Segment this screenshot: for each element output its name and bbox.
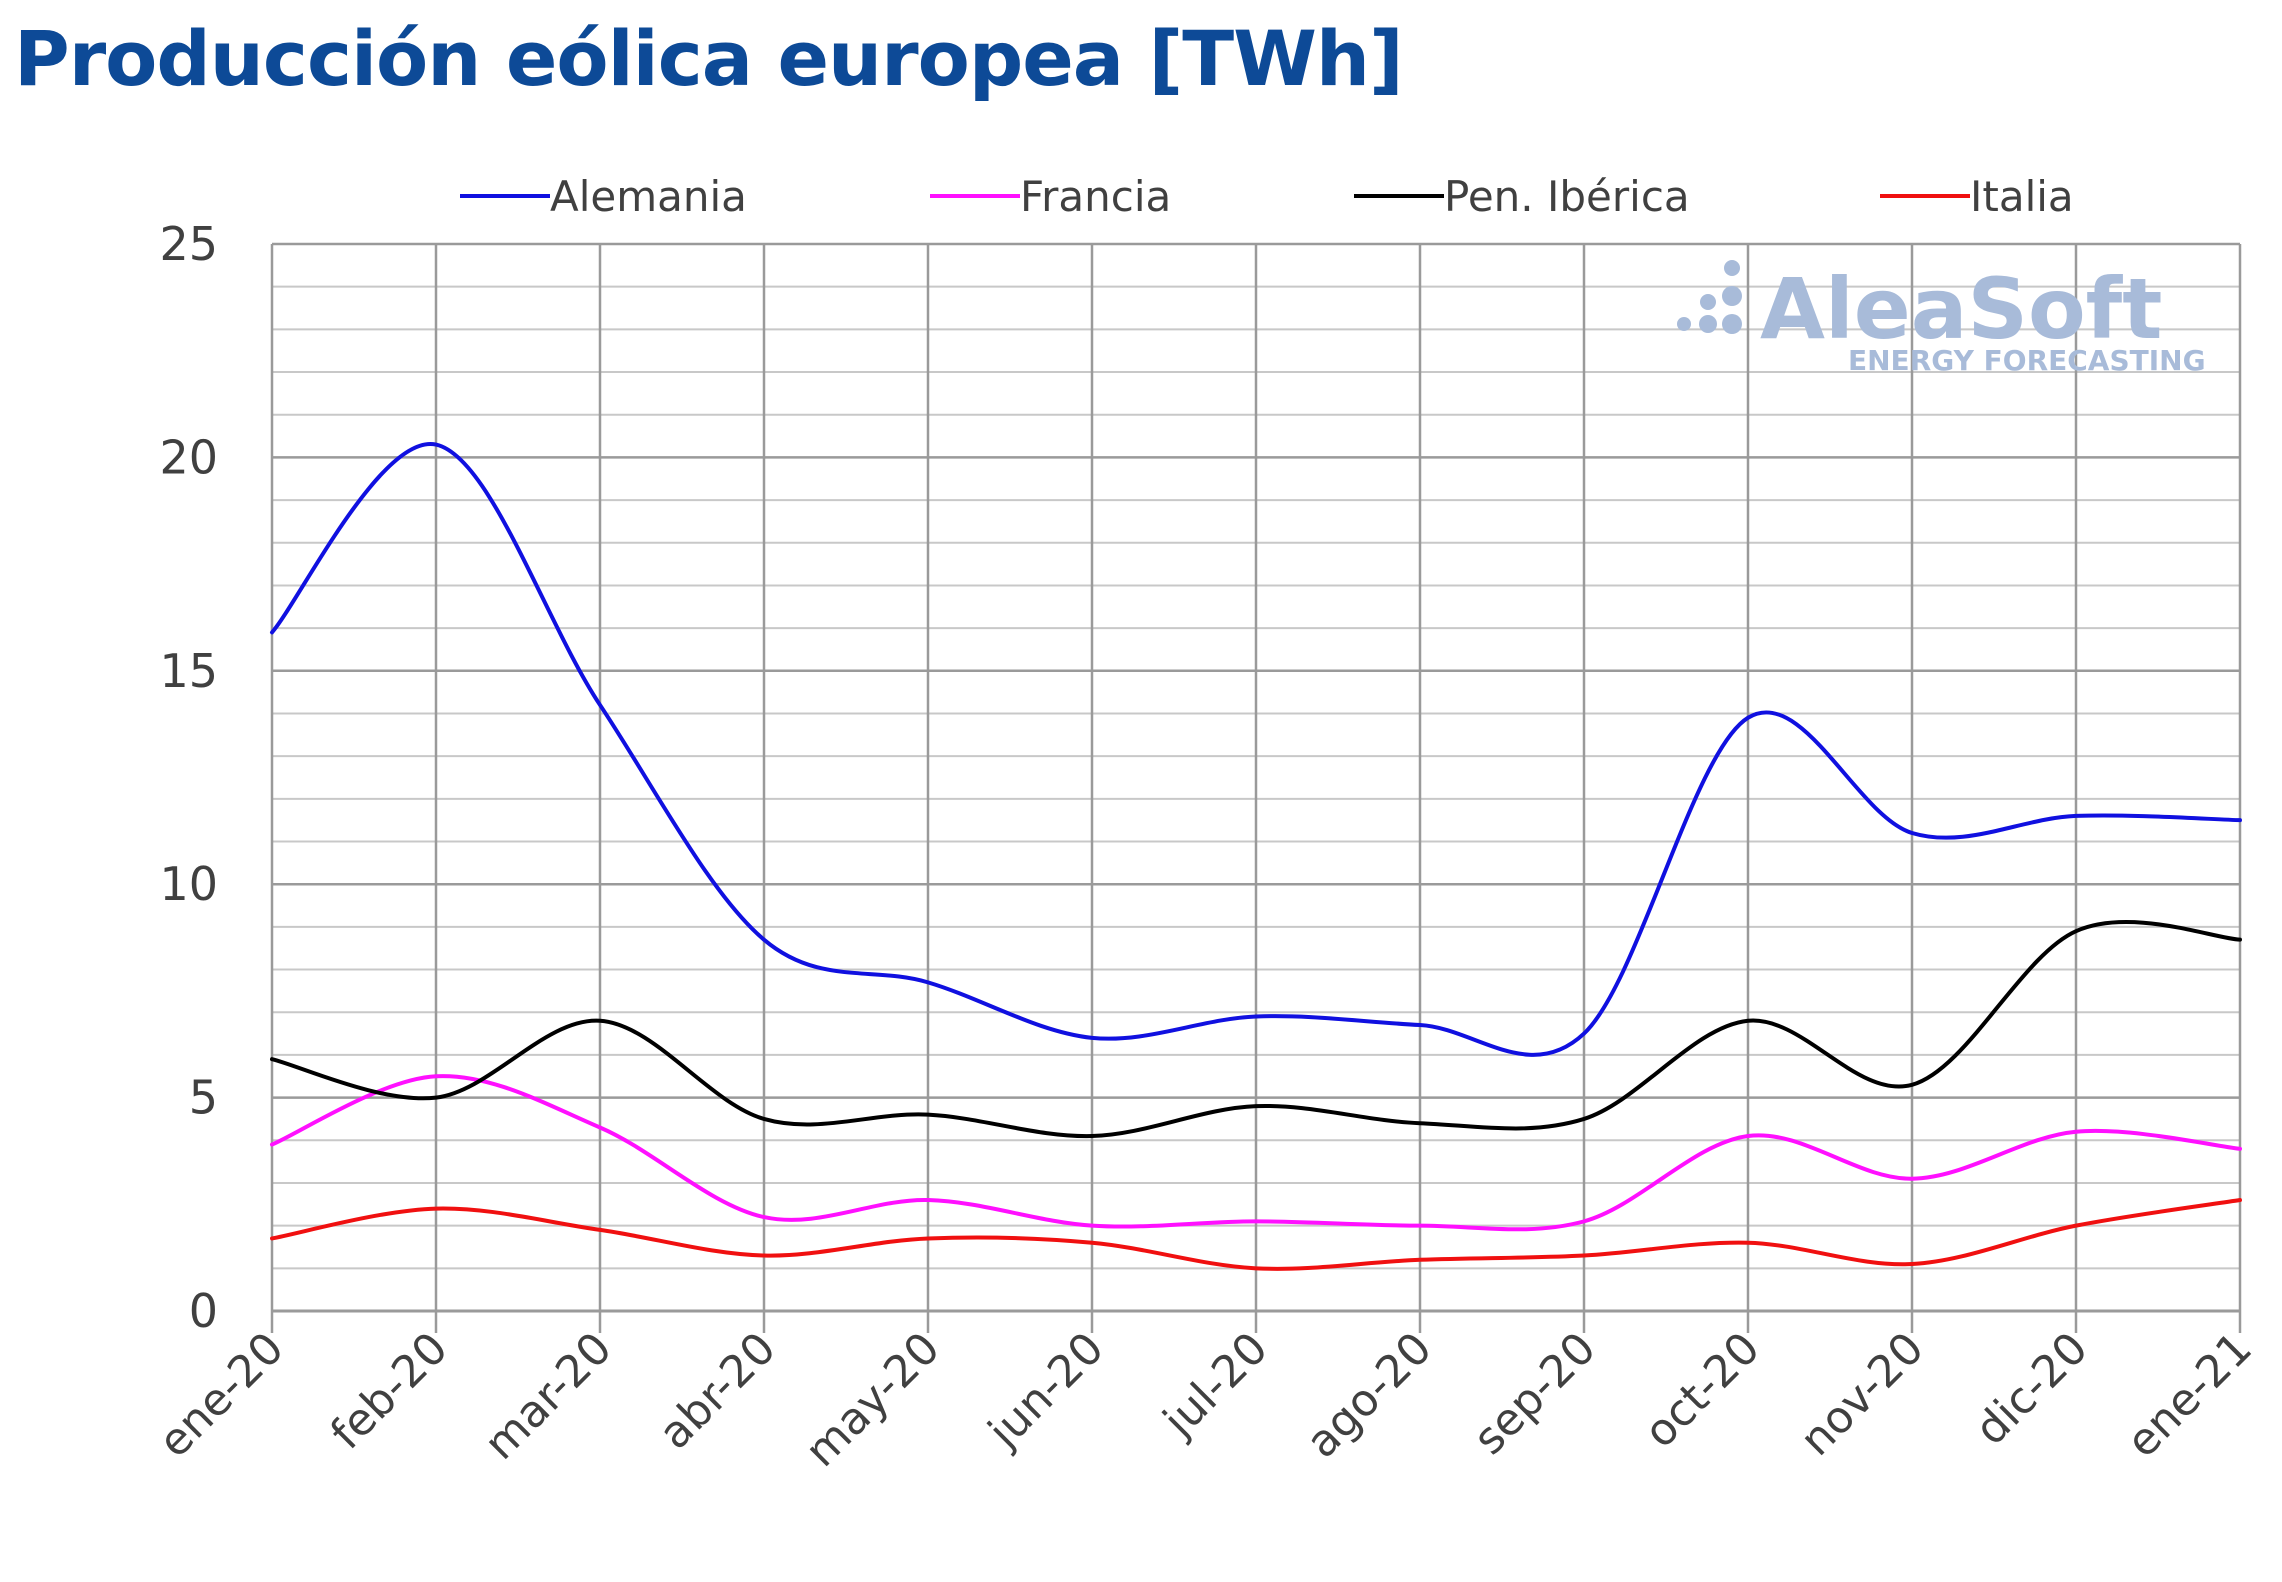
logo-dot [1724, 260, 1740, 276]
y-tick-label: 20 [159, 430, 218, 484]
x-tick-label: dic-20 [1965, 1323, 2097, 1455]
logo-dot [1722, 314, 1742, 334]
aleasoft-logo-icon [1677, 260, 1742, 334]
logo-dot [1677, 317, 1691, 331]
axes: 0 5 10 15 20 25 ene-20 feb-20 mar-20 abr-20 may-20… [149, 217, 2262, 1477]
x-tick-label: jun-20 [978, 1323, 1114, 1459]
chart-title: Producción eólica europea [TWh] [14, 14, 1404, 103]
y-tick-label: 5 [189, 1071, 218, 1125]
legend-label: Francia [1020, 172, 1171, 221]
y-tick-label: 10 [159, 857, 218, 911]
series-line-alemania [270, 442, 2242, 1057]
x-tick-label: may-20 [796, 1323, 950, 1477]
series-line-francia [270, 1074, 2242, 1232]
logo-dot [1700, 294, 1716, 310]
watermark-brand: AleaSoft [1760, 260, 2162, 358]
aleasoft-watermark: AleaSoft ENERGY FORECASTING [1677, 260, 2206, 377]
legend-label: Italia [1970, 172, 2074, 221]
legend-label: Alemania [550, 172, 747, 221]
x-tick-label: nov-20 [1791, 1323, 1934, 1466]
series-line-pen-ib-rica [270, 920, 2242, 1139]
grid [270, 242, 2242, 1333]
x-tick-label: sep-20 [1464, 1323, 1606, 1465]
x-tick-label: abr-20 [649, 1323, 786, 1460]
logo-dot [1699, 315, 1717, 333]
legend: Alemania Francia Pen. Ibérica Italia [460, 172, 2074, 221]
series-line-italia [270, 1198, 2242, 1271]
x-tick-label: mar-20 [475, 1323, 622, 1470]
logo-dot [1722, 286, 1742, 306]
y-tick-label: 0 [189, 1284, 218, 1338]
x-tick-label: feb-20 [321, 1323, 458, 1460]
x-tick-label: ene-20 [149, 1323, 294, 1468]
series-lines [270, 442, 2242, 1271]
legend-label: Pen. Ibérica [1444, 172, 1690, 221]
x-tick-label: jul-20 [1153, 1323, 1278, 1448]
watermark-tagline: ENERGY FORECASTING [1848, 344, 2206, 377]
x-tick-label: ene-21 [2117, 1323, 2262, 1468]
x-tick-label: ago-20 [1296, 1323, 1441, 1468]
y-tick-label: 15 [159, 644, 218, 698]
y-tick-label: 25 [159, 217, 218, 271]
x-tick-label: oct-20 [1635, 1323, 1770, 1458]
